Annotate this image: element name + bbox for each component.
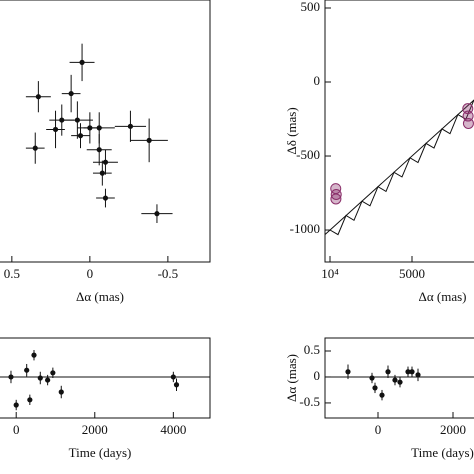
y-axis-label: Δα (mas): [284, 354, 299, 402]
data-point: [37, 375, 43, 381]
data-point: [52, 126, 59, 133]
plot-frame: [0, 337, 211, 419]
data-point: [385, 369, 391, 375]
data-point: [77, 133, 84, 139]
circled-point: [330, 193, 342, 205]
data-point: [146, 137, 152, 143]
x-tick-label: -0.5: [158, 266, 179, 281]
data-point: [24, 367, 30, 373]
data-point: [79, 59, 85, 65]
data-point: [96, 125, 102, 131]
data-point: [102, 195, 109, 201]
circled-point: [330, 189, 342, 201]
data-point: [405, 369, 411, 375]
data-point: [173, 382, 180, 388]
y-tick-label: -0.5: [299, 394, 320, 409]
data-point: [13, 402, 19, 408]
data-point: [369, 375, 375, 381]
data-point: [35, 94, 41, 100]
data-point: [415, 372, 421, 378]
x-tick-label: 0: [87, 266, 94, 281]
data-point: [32, 145, 38, 151]
panel: 0 2000 0.5 0 -0.5 Time (days) Δα (mas): [284, 337, 474, 460]
data-point: [154, 211, 160, 217]
data-point: [397, 379, 403, 385]
data-point: [68, 90, 74, 97]
data-point: [8, 374, 14, 380]
x-axis-label: Time (days): [411, 445, 474, 460]
model-curve: [324, 99, 474, 235]
y-tick-label: -500: [296, 147, 320, 162]
data-point: [102, 159, 109, 165]
x-tick-label: 4000: [160, 422, 186, 437]
x-tick-label: 0: [13, 422, 20, 437]
data-point: [345, 369, 351, 375]
panel: 0.5 0 -0.5 Δα (mas): [0, 0, 211, 304]
data-point: [409, 369, 415, 375]
data-point: [392, 377, 398, 383]
plot-frame: [324, 0, 474, 263]
x-axis-label: Time (days): [69, 445, 132, 460]
x-tick-label: 2000: [440, 422, 466, 437]
data-point: [59, 117, 65, 123]
data-point: [58, 389, 64, 395]
data-point: [379, 392, 385, 398]
y-tick-label: 0: [314, 73, 321, 88]
data-point: [27, 397, 33, 403]
x-tick-label: 2000: [82, 422, 108, 437]
circled-point: [462, 117, 474, 129]
y-tick-label: 500: [301, 0, 321, 14]
x-axis-label: Δα (mas): [418, 289, 466, 304]
x-tick-label: 5000: [399, 266, 425, 281]
plot-frame: [0, 0, 211, 263]
x-tick-label: 0.5: [4, 266, 20, 281]
panel: 0 2000 4000 Time (days): [0, 337, 211, 460]
data-point: [50, 370, 56, 376]
data-point: [74, 117, 80, 123]
model-curve: [329, 99, 474, 236]
y-tick-label: -1000: [290, 221, 320, 236]
x-tick-label: 10⁴: [321, 266, 339, 281]
data-point: [127, 123, 134, 129]
data-point: [372, 385, 378, 391]
plot-frame: [324, 337, 474, 419]
y-axis-label: Δδ (mas): [284, 107, 299, 154]
x-axis-label: Δα (mas): [76, 289, 124, 304]
data-point: [96, 147, 102, 153]
data-point: [45, 377, 51, 383]
data-point: [31, 352, 37, 358]
y-tick-label: 0.5: [304, 342, 320, 357]
x-tick-label: 0: [375, 422, 382, 437]
data-point: [99, 170, 105, 176]
y-tick-label: 0: [314, 368, 321, 383]
data-point: [170, 374, 176, 380]
